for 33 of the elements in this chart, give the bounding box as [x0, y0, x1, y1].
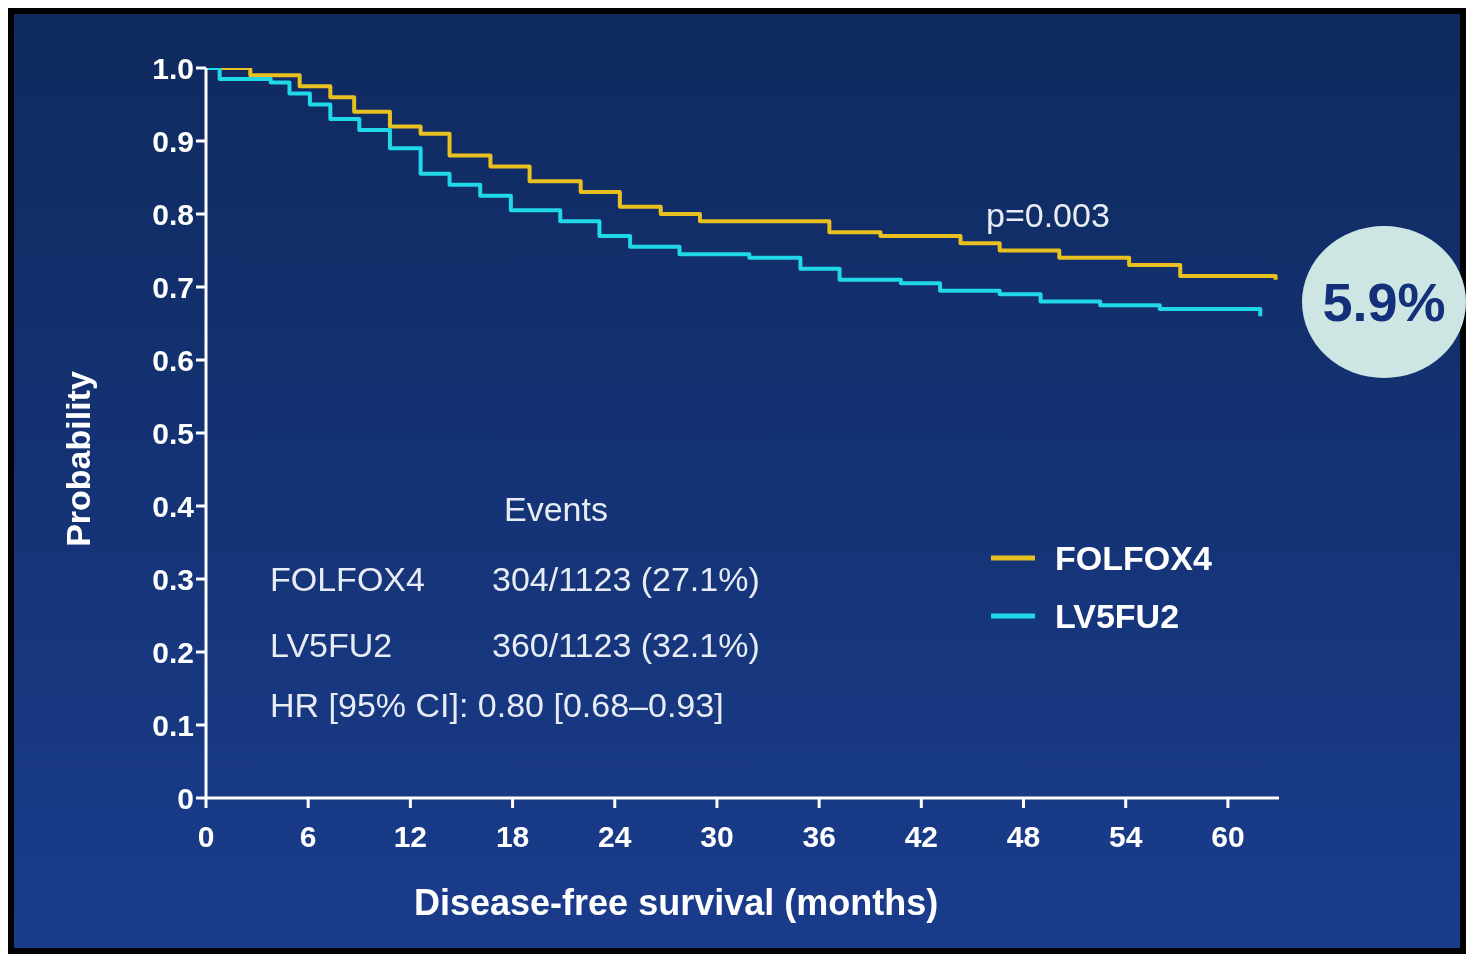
legend-label: LV5FU2 [1055, 596, 1180, 636]
y-tick-label: 0.2 [152, 635, 194, 669]
x-tick-label: 42 [904, 820, 939, 854]
x-tick-label: 60 [1211, 820, 1245, 854]
annotation: LV5FU2 [270, 626, 393, 665]
annotation: FOLFOX4 [270, 560, 425, 599]
x-tick-label: 54 [1109, 820, 1143, 854]
y-tick-label: 0 [177, 781, 194, 815]
x-tick-label: 48 [1006, 820, 1041, 854]
y-tick-label: 0.4 [152, 489, 195, 523]
x-tick-label: 24 [598, 820, 632, 854]
y-tick-label: 1.0 [152, 51, 194, 85]
y-tick-label: 0.5 [152, 416, 194, 450]
y-axis-title: Probability [58, 371, 98, 547]
y-tick-label: 0.7 [152, 270, 194, 304]
x-tick-label: 36 [802, 820, 836, 854]
y-tick-label: 0.3 [152, 562, 194, 596]
legend-label: FOLFOX4 [1055, 538, 1212, 578]
x-tick-label: 30 [700, 820, 734, 854]
y-tick-label: 0.8 [152, 197, 194, 231]
annotation: 304/1123 (27.1%) [492, 560, 760, 599]
annotation: p=0.003 [986, 196, 1110, 235]
annotation: 360/1123 (32.1%) [492, 626, 760, 665]
x-tick-label: 12 [393, 820, 428, 854]
x-tick-label: 6 [299, 820, 317, 854]
y-tick-label: 0.6 [152, 343, 194, 377]
y-tick-label: 0.1 [152, 708, 194, 742]
annotation: Events [504, 490, 608, 529]
x-tick-label: 18 [495, 820, 530, 854]
annotation: HR [95% CI]: 0.80 [0.68–0.93] [270, 686, 724, 725]
x-axis-title: Disease-free survival (months) [414, 882, 939, 924]
y-tick-label: 0.9 [152, 124, 194, 158]
circle-badge: 5.9% [1302, 226, 1466, 378]
